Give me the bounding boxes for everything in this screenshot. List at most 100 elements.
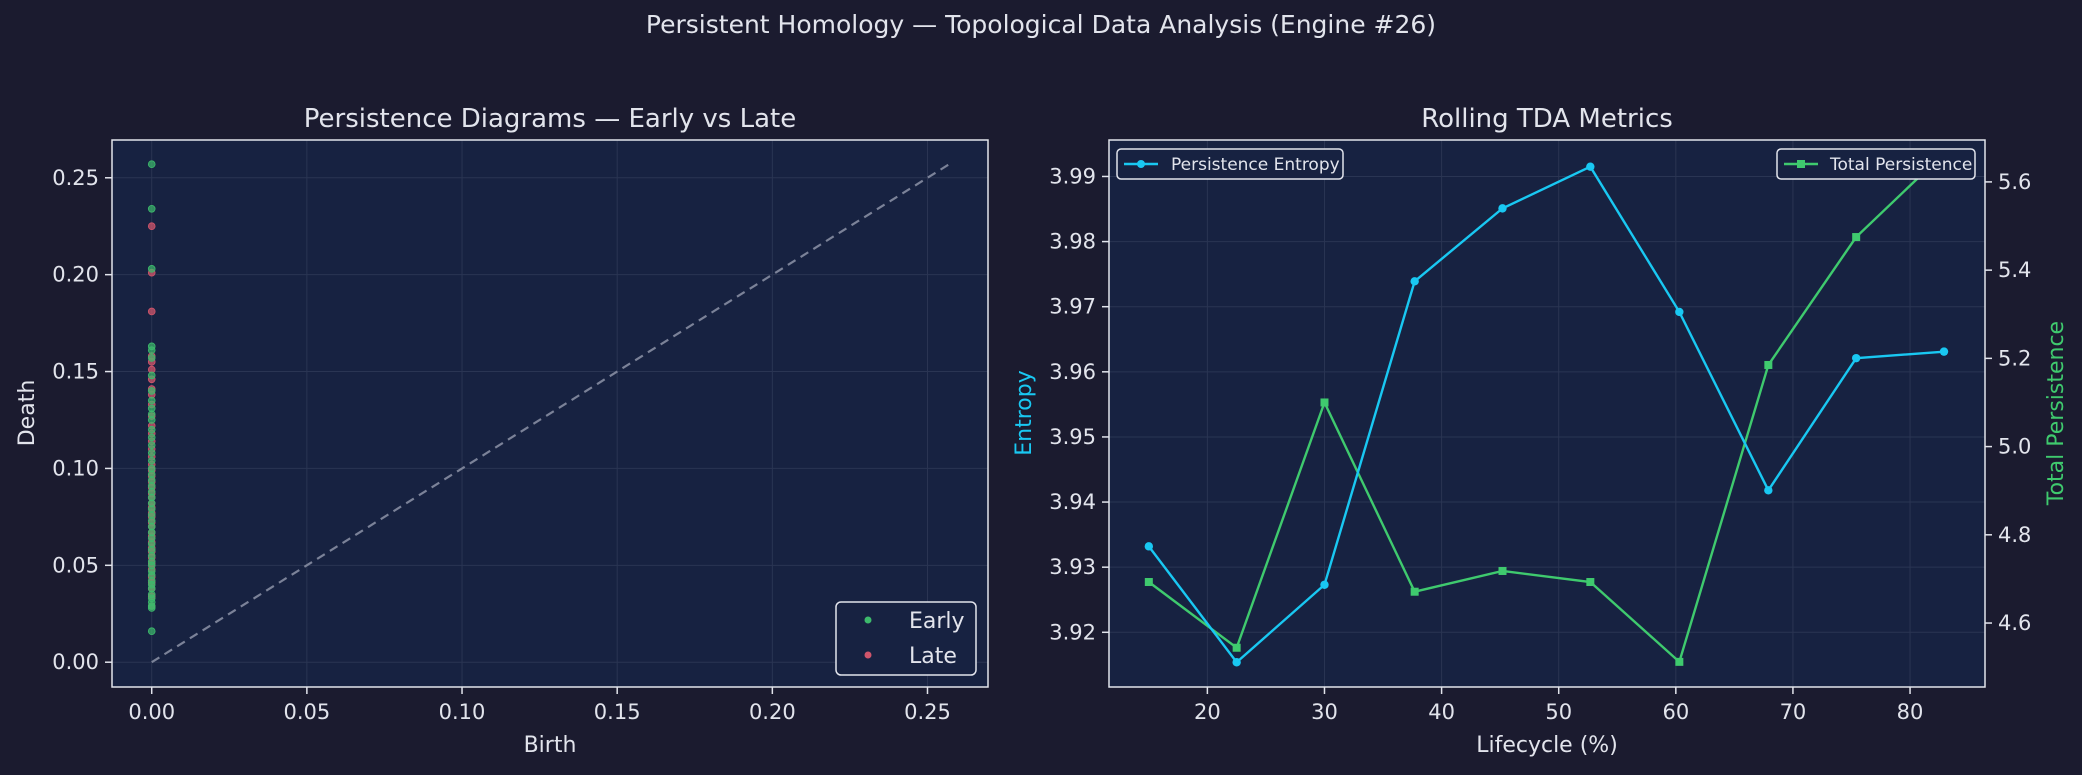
legend-box <box>1116 148 1344 180</box>
x-tick-label: 70 <box>1780 700 1807 724</box>
x-axis-label-birth: Birth <box>524 733 577 758</box>
early-point <box>147 456 156 465</box>
x-tick-label: 0.15 <box>594 700 641 724</box>
persistence-diagram-panel: Persistence Diagrams — Early vs Late 0.0… <box>15 104 989 758</box>
entropy-axis-ticks: 3.92 3.93 3.94 3.95 3.96 3.97 3.98 3.99 <box>1049 164 1109 644</box>
early-series <box>147 160 156 635</box>
total-persistence-point <box>1586 578 1595 587</box>
x-tick-label: 40 <box>1428 700 1455 724</box>
persistence-diagram-title: Persistence Diagrams — Early vs Late <box>304 104 796 134</box>
early-point <box>147 387 156 395</box>
persistence-entropy-series <box>1144 162 1949 667</box>
y2-tick-label: 5.0 <box>1998 435 2031 459</box>
x-axis-label-lifecycle: Lifecycle (%) <box>1476 733 1618 758</box>
legend-label-total-persistence: Total Persistence <box>1829 155 1972 175</box>
y-tick-label: 3.93 <box>1049 555 1096 579</box>
persistence-diagram-y-ticks: 0.00 0.05 0.10 0.15 0.20 0.25 <box>52 166 112 674</box>
persistence-diagram-x-ticks: 0.00 0.05 0.10 0.15 0.20 0.25 <box>128 687 951 724</box>
early-point <box>147 604 156 612</box>
legend-label-persistence-entropy: Persistence Entropy <box>1171 155 1340 175</box>
early-point <box>147 204 156 213</box>
total-persistence-point <box>1320 398 1329 407</box>
y-tick-label: 3.94 <box>1049 490 1096 514</box>
legend-box <box>1776 148 1976 180</box>
y-tick-label: 0.00 <box>52 650 99 674</box>
x-tick-label: 20 <box>1194 700 1221 724</box>
x-tick-label: 80 <box>1897 700 1924 724</box>
y-tick-label: 0.15 <box>52 360 99 384</box>
early-point <box>147 627 156 635</box>
early-point <box>147 433 156 442</box>
early-point <box>147 265 156 273</box>
total-persistence-point <box>1675 657 1684 666</box>
persistence-diagram-frame <box>111 139 989 688</box>
diagonal-reference-line <box>151 163 950 664</box>
persistence-entropy-point <box>1144 542 1154 551</box>
early-point <box>147 354 156 362</box>
x-tick-label: 0.25 <box>904 700 951 724</box>
y-tick-label: 3.92 <box>1049 620 1096 644</box>
x-tick-label: 0.20 <box>749 700 796 724</box>
x-tick-label: 50 <box>1545 700 1572 724</box>
y-tick-label: 0.25 <box>52 166 99 190</box>
x-tick-label: 30 <box>1311 700 1338 724</box>
total-persistence-legend: Total Persistence <box>1776 148 1976 180</box>
y2-tick-label: 4.8 <box>1998 523 2031 547</box>
total-persistence-point <box>1410 587 1419 596</box>
persistence-entropy-point <box>1939 347 1949 356</box>
y2-tick-label: 4.6 <box>1998 611 2031 635</box>
persistence-entropy-point <box>1851 353 1861 363</box>
rolling-metrics-plot-area <box>1109 140 1985 687</box>
persistence-entropy-point <box>1232 658 1241 667</box>
early-point <box>147 396 156 405</box>
legend-marker-total-persistence <box>1797 160 1805 168</box>
early-point <box>147 371 156 380</box>
rolling-metrics-x-ticks: 20 30 40 50 60 70 80 <box>1194 687 1923 724</box>
legend-marker-late <box>864 651 872 659</box>
figure-suptitle: Persistent Homology — Topological Data A… <box>646 10 1436 39</box>
persistence-entropy-point <box>1675 307 1684 317</box>
persistence-entropy-point <box>1320 580 1329 589</box>
y-axis-label-death: Death <box>15 380 40 447</box>
persistence-entropy-point <box>1586 162 1595 171</box>
y2-tick-label: 5.2 <box>1998 346 2031 370</box>
y-tick-label: 3.98 <box>1049 230 1096 254</box>
rolling-metrics-grid <box>1109 140 1985 687</box>
late-point <box>147 222 156 231</box>
persistence-entropy-point <box>1764 486 1773 495</box>
y-axis-label-entropy: Entropy <box>1012 370 1037 455</box>
persistence-entropy-line <box>1147 165 1945 665</box>
total-persistence-point <box>1144 578 1153 587</box>
early-point <box>147 416 156 424</box>
total-persistence-axis-ticks: 4.6 4.8 5.0 5.2 5.4 5.6 <box>1985 170 2031 635</box>
y-tick-label: 3.97 <box>1049 295 1096 319</box>
y2-tick-label: 5.4 <box>1998 258 2031 282</box>
y-tick-label: 0.05 <box>52 553 99 577</box>
persistence-entropy-point <box>1498 204 1507 213</box>
y-tick-label: 0.20 <box>52 263 99 287</box>
early-point <box>147 449 156 457</box>
y-tick-label: 3.99 <box>1049 164 1096 188</box>
early-point <box>147 346 156 355</box>
x-tick-label: 0.05 <box>283 700 330 724</box>
y-tick-label: 3.96 <box>1049 360 1096 384</box>
x-tick-label: 60 <box>1662 700 1689 724</box>
entropy-legend: Persistence Entropy <box>1116 148 1344 180</box>
legend-label-late: Late <box>909 644 957 669</box>
x-tick-label: 0.00 <box>128 700 175 724</box>
persistence-entropy-point <box>1410 277 1419 286</box>
total-persistence-point <box>1232 643 1241 652</box>
y2-tick-label: 5.6 <box>1998 170 2031 194</box>
total-persistence-point <box>1764 360 1773 369</box>
total-persistence-line <box>1148 152 1945 665</box>
rolling-metrics-frame <box>1108 139 1986 688</box>
x-tick-label: 0.10 <box>439 700 486 724</box>
rolling-metrics-title: Rolling TDA Metrics <box>1421 104 1673 134</box>
persistence-diagram-legend: Early Late <box>835 601 977 676</box>
rolling-metrics-panel: Rolling TDA Metrics 20 30 40 50 60 70 80 3.92 3… <box>1012 104 2069 758</box>
legend-marker-early <box>864 616 872 624</box>
early-point <box>147 160 156 169</box>
late-point <box>147 307 156 316</box>
